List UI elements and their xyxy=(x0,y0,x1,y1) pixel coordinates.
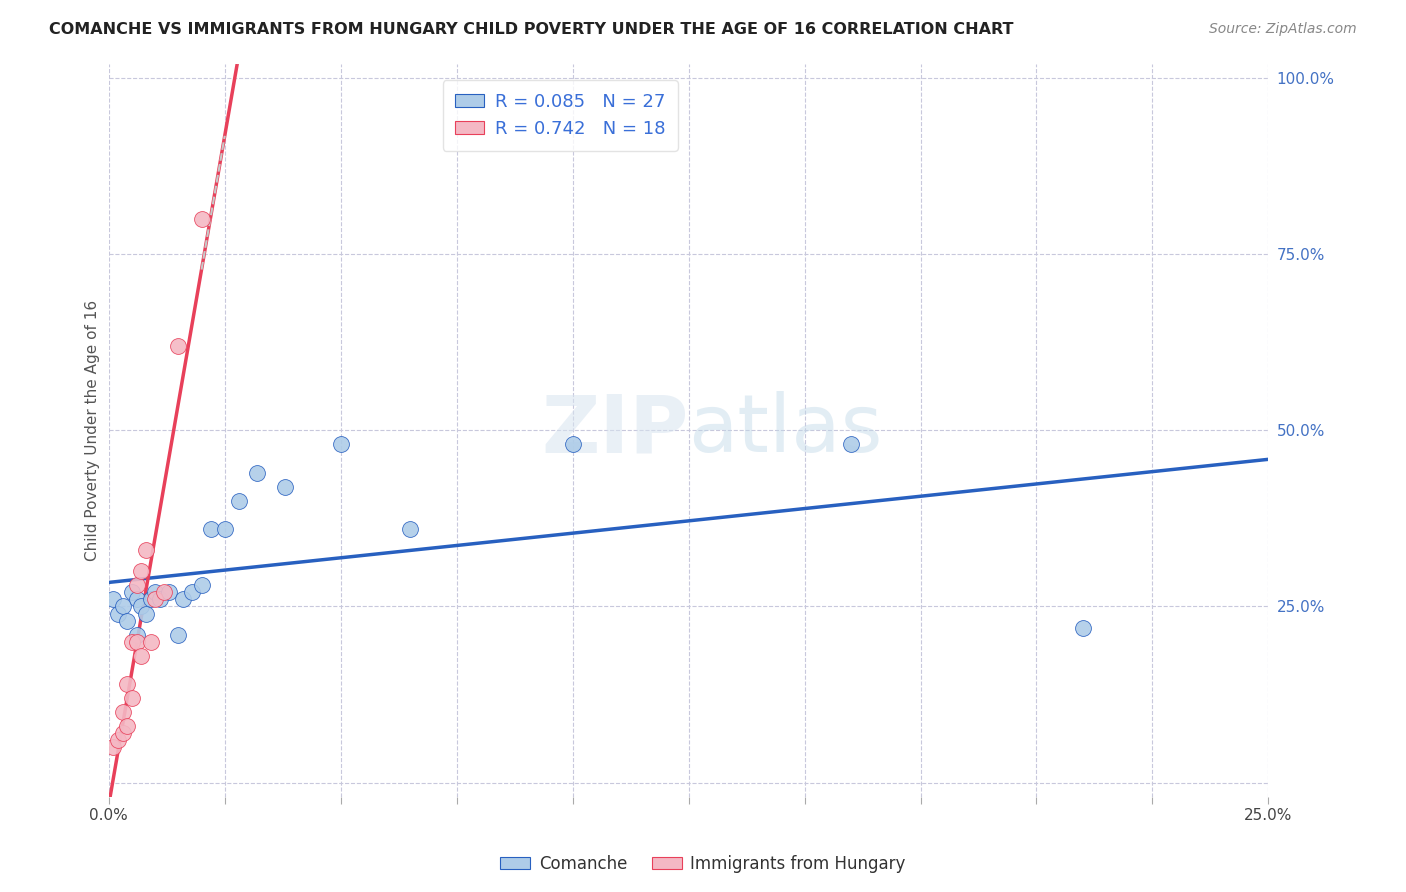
Point xyxy=(107,733,129,747)
Point xyxy=(117,677,139,691)
Point xyxy=(274,480,297,494)
Point xyxy=(561,437,583,451)
Point xyxy=(149,592,172,607)
Point xyxy=(103,740,125,755)
Point xyxy=(139,634,162,648)
Point xyxy=(1071,621,1094,635)
Point xyxy=(129,648,152,663)
Point xyxy=(129,564,152,578)
Text: atlas: atlas xyxy=(689,392,883,469)
Point xyxy=(125,592,148,607)
Point xyxy=(121,691,143,706)
Point xyxy=(214,522,236,536)
Point xyxy=(143,592,166,607)
Point xyxy=(121,634,143,648)
Point xyxy=(167,627,190,641)
Point xyxy=(135,543,157,558)
Point xyxy=(107,607,129,621)
Point xyxy=(228,493,250,508)
Point xyxy=(125,627,148,641)
Point xyxy=(157,585,180,599)
Text: COMANCHE VS IMMIGRANTS FROM HUNGARY CHILD POVERTY UNDER THE AGE OF 16 CORRELATIO: COMANCHE VS IMMIGRANTS FROM HUNGARY CHIL… xyxy=(49,22,1014,37)
Point xyxy=(111,599,134,614)
Point xyxy=(181,585,204,599)
Point xyxy=(111,726,134,740)
Point xyxy=(329,437,352,451)
Point xyxy=(135,607,157,621)
Point xyxy=(153,585,176,599)
Y-axis label: Child Poverty Under the Age of 16: Child Poverty Under the Age of 16 xyxy=(86,300,100,561)
Text: Source: ZipAtlas.com: Source: ZipAtlas.com xyxy=(1209,22,1357,37)
Point xyxy=(167,339,190,353)
Legend: Comanche, Immigrants from Hungary: Comanche, Immigrants from Hungary xyxy=(494,848,912,880)
Point xyxy=(111,705,134,719)
Point xyxy=(143,585,166,599)
Point xyxy=(190,578,212,592)
Text: ZIP: ZIP xyxy=(541,392,689,469)
Point xyxy=(200,522,222,536)
Legend: R = 0.085   N = 27, R = 0.742   N = 18: R = 0.085 N = 27, R = 0.742 N = 18 xyxy=(443,80,678,151)
Point xyxy=(117,719,139,733)
Point xyxy=(172,592,194,607)
Point xyxy=(190,212,212,227)
Point xyxy=(117,614,139,628)
Point xyxy=(103,592,125,607)
Point xyxy=(125,634,148,648)
Point xyxy=(839,437,862,451)
Point xyxy=(139,592,162,607)
Point xyxy=(129,599,152,614)
Point xyxy=(399,522,422,536)
Point xyxy=(125,578,148,592)
Point xyxy=(121,585,143,599)
Point xyxy=(246,466,269,480)
